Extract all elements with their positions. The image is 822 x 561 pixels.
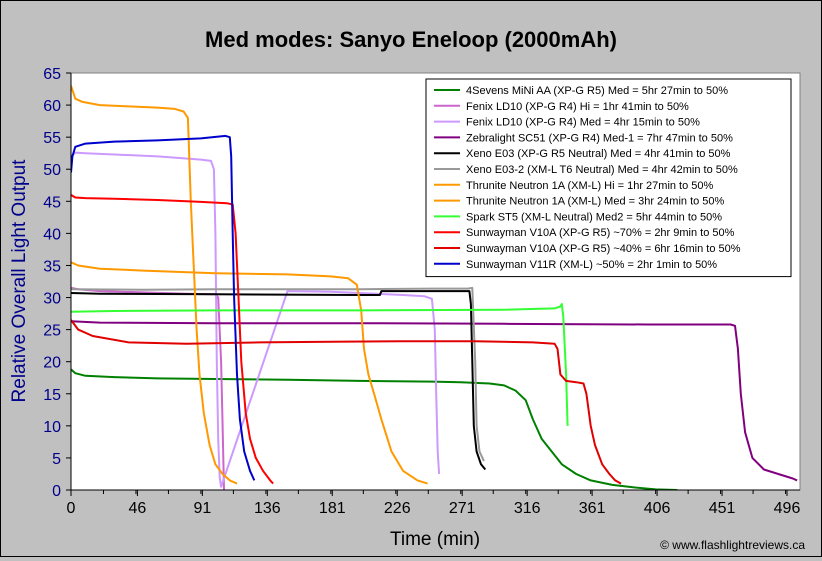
legend-entry: Spark ST5 (XM-L Neutral) Med2 = 5hr 44mi… [466,211,722,223]
y-tick-label: 0 [52,483,61,500]
y-tick-label: 60 [43,98,61,115]
y-tick-label: 20 [43,355,61,372]
series-line-9 [71,303,569,426]
legend: 4Sevens MiNi AA (XP-G R5) Med = 5hr 27mi… [425,78,792,278]
y-tick-label: 30 [43,291,61,308]
x-axis-label: Time (min) [390,529,480,550]
series-line-5 [71,290,487,471]
y-axis-label: Relative Overall Light Output [9,159,30,403]
credit-text: © www.flashlightreviews.ca [660,538,805,552]
x-tick-label: 181 [319,500,346,517]
x-tick-label: 0 [67,500,76,517]
y-tick-label: 55 [43,130,61,147]
y-tick-label: 5 [52,451,61,468]
legend-box [425,78,792,278]
x-tick-label: 91 [193,500,211,517]
y-tick-label: 15 [43,387,61,404]
legend-entry: Thrunite Neutron 1A (XM-L) Med = 3hr 24m… [466,196,725,208]
x-tick-label: 316 [514,500,541,517]
series-line-10 [71,194,274,485]
y-tick-label: 65 [43,66,61,83]
y-tick-label: 45 [43,194,61,211]
y-tick-label: 25 [43,323,61,340]
legend-entry: Xeno E03-2 (XM-L T6 Neutral) Med = 4hr 4… [466,164,738,176]
legend-entry: Sunwayman V10A (XP-G R5) ~70% = 2hr 9min… [466,227,735,239]
y-tick-label: 50 [43,162,61,179]
x-tick-label: 451 [709,500,736,517]
legend-entry: Sunwayman V10A (XP-G R5) ~40% = 6hr 16mi… [466,243,741,255]
series-line-6 [71,286,485,462]
chart-title: Med modes: Sanyo Eneloop (2000mAh) [205,27,617,52]
axes: 0 5 10 15 20 25 30 35 40 45 50 55 60 65 0 46 91 136 181 226… [43,66,800,517]
series-layer [71,85,798,490]
series-line-4 [71,320,798,482]
x-tick-label: 136 [254,500,281,517]
legend-entry: Xeno E03 (XP-G R5 Neutral) Med = 4hr 41m… [466,148,731,160]
x-tick-label: 46 [129,500,147,517]
legend-entry: Zebralight SC51 (XP-G R4) Med-1 = 7hr 47… [466,132,733,144]
y-tick-label: 35 [43,258,61,275]
series-line-8 [71,261,428,485]
legend-entry: Fenix LD10 (XP-G R4) Hi = 1hr 41min to 5… [466,101,689,113]
y-tick-label: 40 [43,226,61,243]
legend-entry: 4Sevens MiNi AA (XP-G R5) Med = 5hr 27mi… [466,85,728,97]
legend-entry: Sunwayman V11R (XM-L) ~50% = 2hr 1min to… [466,259,717,271]
series-line-12 [71,134,256,481]
legend-entry: Thrunite Neutron 1A (XM-L) Hi = 1hr 27mi… [466,180,714,192]
series-line-11 [71,319,622,485]
series-line-1 [71,368,678,490]
legend-entry: Fenix LD10 (XP-G R4) Med = 4hr 15min to … [466,117,700,129]
x-tick-label: 226 [384,500,411,517]
y-tick-label: 10 [43,419,61,436]
x-tick-label: 271 [449,500,476,517]
x-tick-label: 361 [579,500,606,517]
x-tick-label: 496 [774,500,801,517]
x-tick-label: 406 [644,500,671,517]
